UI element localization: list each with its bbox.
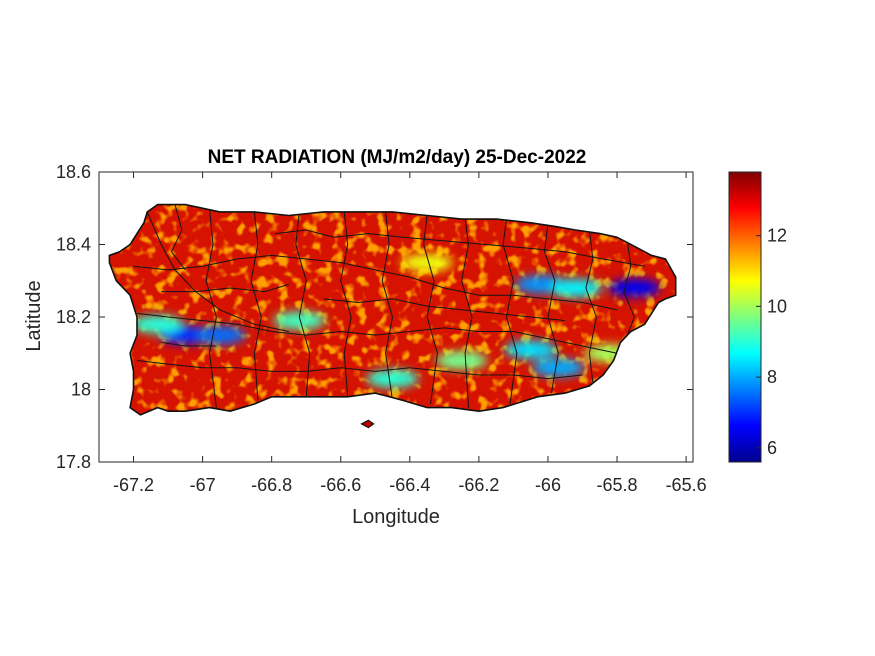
municipality-boundary	[461, 219, 473, 408]
x-tick-label: -66.6	[320, 475, 361, 495]
low-value-zone	[366, 369, 419, 388]
colorbar	[728, 171, 762, 463]
x-tick-label: -66.4	[389, 475, 430, 495]
low-value-zone	[532, 358, 585, 377]
x-tick-label: -65.6	[666, 475, 707, 495]
x-tick-label: -66.2	[458, 475, 499, 495]
y-tick-label: 17.8	[56, 452, 91, 472]
island-raster	[109, 204, 676, 415]
municipality-boundary	[205, 208, 217, 408]
colorbar-tick-label: 12	[767, 226, 787, 246]
municipality-boundary	[323, 298, 566, 322]
y-tick-label: 18.6	[56, 162, 91, 182]
municipality-boundary	[170, 204, 186, 271]
y-axis-ticks: 17.8 18 18.2 18.4 18.6	[56, 162, 693, 472]
x-axis-label: Longitude	[352, 506, 440, 528]
x-tick-label: -66	[535, 475, 561, 495]
colorbar-tick-label: 10	[767, 296, 787, 316]
x-tick-label: -65.8	[597, 475, 638, 495]
municipality-boundary	[275, 229, 645, 267]
low-value-zone	[131, 315, 184, 334]
chart-title: NET RADIATION (MJ/m2/day) 25-Dec-2022	[208, 147, 587, 168]
y-tick-label: 18.2	[56, 307, 91, 327]
municipality-boundary	[161, 283, 290, 293]
y-tick-label: 18	[71, 380, 91, 400]
y-tick-label: 18.4	[56, 235, 91, 255]
caja-de-muertos-island	[360, 419, 375, 429]
colorbar-tick-label: 8	[767, 367, 777, 387]
municipality-boundary	[136, 312, 618, 354]
island-coastline	[108, 203, 677, 416]
low-value-zone	[549, 279, 602, 297]
low-value-zone	[608, 279, 661, 297]
municipality-boundary	[136, 360, 583, 380]
municipality-boundary	[250, 211, 262, 401]
municipality-boundaries	[133, 204, 645, 408]
low-value-zone	[504, 340, 557, 359]
low-value-zones	[131, 253, 661, 388]
municipality-boundary	[340, 211, 352, 397]
y-axis-label: Latitude	[23, 280, 45, 351]
colorbar-ticks: 6 8 10 12	[756, 226, 787, 458]
municipality-boundary	[133, 254, 618, 311]
x-axis-ticks: -67.2 -67 -66.8 -66.6 -66.4 -66.2 -66 -65.8 -65.…	[113, 172, 707, 495]
municipality-boundary	[623, 240, 635, 336]
x-tick-label: -67	[190, 475, 216, 495]
municipality-boundary	[585, 229, 597, 383]
municipality-boundary	[423, 215, 438, 405]
low-value-zone	[193, 326, 246, 345]
municipality-boundary	[543, 222, 559, 394]
colorbar-tick-label: 6	[767, 438, 777, 458]
municipality-boundary	[295, 211, 311, 397]
municipality-boundary	[381, 211, 394, 401]
municipality-boundary	[502, 219, 518, 405]
low-value-zone	[273, 311, 326, 330]
x-tick-label: -67.2	[113, 475, 154, 495]
municipality-boundary	[161, 341, 217, 347]
low-value-zone	[435, 351, 488, 370]
low-value-zone	[401, 253, 454, 272]
x-tick-label: -66.8	[251, 475, 292, 495]
